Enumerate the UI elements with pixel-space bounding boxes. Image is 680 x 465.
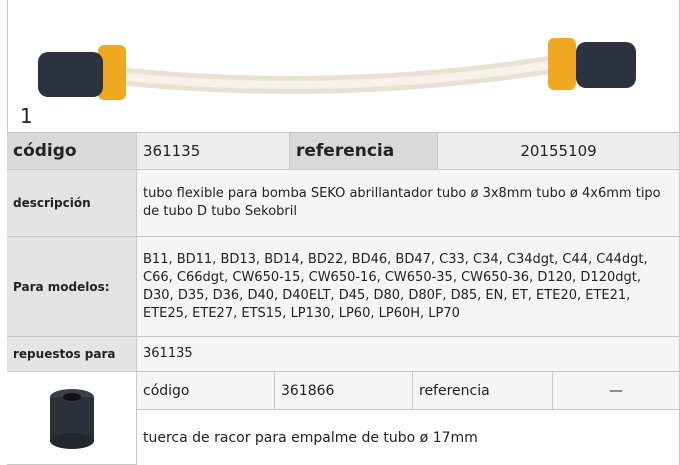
label: descripción <box>7 170 137 237</box>
spare-description: tuerca de racor para empalme de tubo ø 1… <box>137 410 680 465</box>
label: código <box>137 372 275 410</box>
label: referencia <box>413 372 553 410</box>
image-label: 1 <box>20 104 33 128</box>
image-area: 1 <box>7 0 680 133</box>
product-image <box>38 38 636 100</box>
value: 361135 <box>137 337 680 372</box>
value: 20155109 <box>438 133 680 170</box>
spare-image-cell <box>7 372 137 465</box>
label: código <box>7 133 137 170</box>
value: tubo flexible para bomba SEKO abrillanta… <box>137 170 680 237</box>
value: 361135 <box>137 133 290 170</box>
label: referencia <box>290 133 438 170</box>
spare-image <box>49 389 94 449</box>
value: — <box>553 372 680 410</box>
label: Para modelos: <box>7 237 137 337</box>
value: B11, BD11, BD13, BD14, BD22, BD46, BD47,… <box>137 237 680 337</box>
label: repuestos para <box>7 337 137 372</box>
value: 361866 <box>275 372 413 410</box>
